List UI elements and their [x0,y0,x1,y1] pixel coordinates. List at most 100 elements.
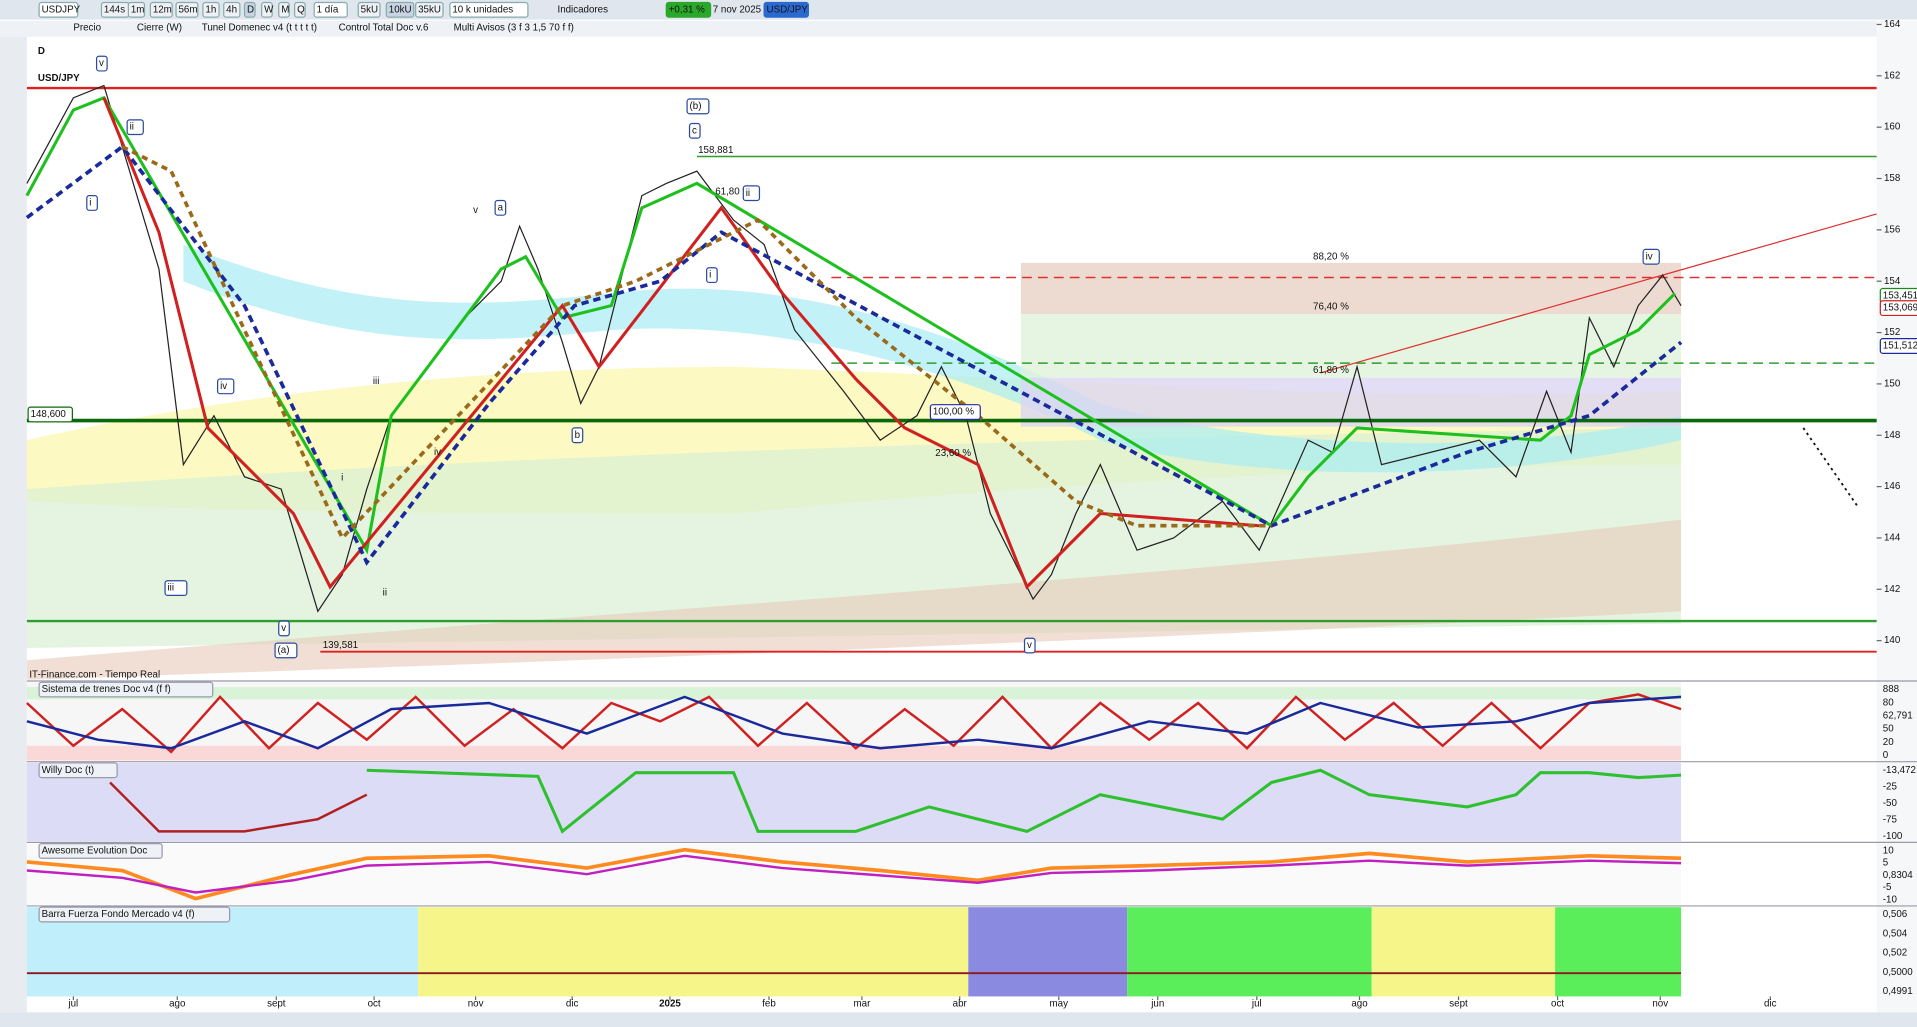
price-tag: 153,069 [1883,303,1917,314]
wave-label: i [341,473,343,484]
wave-label: iv [1646,251,1653,262]
wave-label: i [89,198,91,209]
panel-title-box[interactable] [38,906,231,923]
interval-button-box[interactable] [243,1,256,18]
units-button[interactable]: 5kU [361,4,378,15]
price-tag-box [1879,300,1917,317]
interval-button-box[interactable] [278,1,290,18]
tool-column [0,36,27,1013]
chart-title: USD/JPY [38,73,80,84]
lot-select[interactable]: 10 k unidades [452,4,513,15]
interval-button[interactable]: 4h [226,4,237,15]
indicator-tab[interactable]: Control Total Doc v.6 [339,23,429,34]
panel-title[interactable]: Barra Fuerza Fondo Mercado v4 (f) [42,909,195,920]
panel-title[interactable]: Awesome Evolution Doc [42,846,148,857]
panel-axis-label: -5 [1883,882,1892,893]
interval-button[interactable]: 144s [104,4,125,15]
interval-button-box[interactable] [223,1,241,18]
price-tick-label: 154 [1884,276,1901,287]
interval-button[interactable]: M [281,4,289,15]
timeframe-select-box[interactable] [313,1,348,18]
price-tick-label: 152 [1884,327,1900,338]
price-tick-label: 142 [1884,584,1900,595]
interval-button[interactable]: 1h [205,4,216,15]
interval-button-box[interactable] [294,1,306,18]
time-label: oct [368,998,381,1009]
units-button[interactable]: 10kU [389,4,412,15]
interval-button[interactable]: 12m [153,4,172,15]
left-price-tag-box [27,406,73,423]
wave-label-box [686,98,710,115]
panel-axis-label: -100 [1883,831,1903,842]
units-button-box[interactable] [357,1,381,18]
lot-select-box[interactable] [449,1,529,18]
interval-button[interactable]: D [247,4,254,15]
price-tick-label: 160 [1884,122,1901,133]
units-button-box[interactable] [385,1,415,18]
panel-title[interactable]: Willy Doc (t) [42,765,95,776]
units-button-box[interactable] [415,1,444,18]
interval-button[interactable]: Q [297,4,305,15]
wave-label-box [706,267,718,284]
wave-label: iv [220,381,227,392]
indicator-tab[interactable]: Tunel Domenec v4 (t t t t t) [202,23,317,34]
price-tick-label: 158 [1884,173,1900,184]
date: 7 nov 2025 [713,4,762,15]
timeframe-select[interactable]: 1 día [317,4,339,15]
interval-button[interactable]: W [264,4,274,15]
wave-label-box [164,580,188,597]
pair-badge: USD/JPY [767,4,809,15]
panel-title-box[interactable] [38,842,163,859]
time-label: jul [67,998,78,1009]
price-tick-label: 140 [1884,635,1901,646]
wave-label: i [709,270,711,281]
left-price-tag: 148,600 [31,409,67,420]
price-axis-bg [1876,20,1917,1013]
units-button[interactable]: 35kU [418,4,441,15]
time-label: sept [267,998,286,1009]
indicator-tab[interactable]: Precio [73,23,101,34]
panel-axis-label: -10 [1883,894,1898,905]
panel-axis-label: -50 [1883,798,1898,809]
wave-label-box [95,55,108,72]
time-label: jul [1251,998,1262,1009]
panel-title-box[interactable] [38,681,214,698]
pair-badge-box [763,1,809,18]
interval-button[interactable]: 56m [178,4,197,15]
indicator-tab[interactable]: Cierre (W) [137,23,182,34]
wave-label: iv [434,447,441,458]
interval-button-box[interactable] [127,1,146,18]
panel-title-box[interactable] [38,762,118,779]
wave-label: (a) [278,645,290,656]
panel-axis-label: 0,5000 [1883,967,1913,978]
panel-axis-label: 0,506 [1883,909,1907,920]
symbol-select[interactable]: USDJPY [42,4,81,15]
time-label: nov [1652,998,1668,1009]
price-annotation: 61,80 % [715,187,751,198]
panel-axis-label: -75 [1883,814,1898,825]
wave-label: iii [373,376,380,387]
interval-button-box[interactable] [261,1,273,18]
price-annotation: 158,881 [698,145,733,156]
interval-button-box[interactable] [149,1,173,18]
wave-label-box [217,378,235,395]
indicators-button[interactable]: Indicadores [557,4,608,15]
wave-label-box [742,185,761,202]
indicator-tab[interactable]: Multi Avisos (3 f 3 1,5 70 f f) [454,23,574,34]
interval-button-box[interactable] [175,1,199,18]
price-tag: 153,451 [1883,290,1917,301]
panel-axis-label: -13,472 [1883,765,1916,776]
wave-label-box [571,427,584,444]
symbol-select-box[interactable] [38,1,79,18]
time-label: jun [1150,998,1164,1009]
interval-button[interactable]: 1m [131,4,145,15]
wave-label: (b) [690,101,702,112]
price-lines [25,84,1683,613]
period: D [38,46,45,57]
wave-label: v [1027,640,1032,651]
interval-button-box[interactable] [202,1,220,18]
price-tick-label: 162 [1884,70,1900,81]
price-annotation: 23,60 % [935,448,971,459]
panel-title[interactable]: Sistema de trenes Doc v4 (f f) [42,684,171,695]
